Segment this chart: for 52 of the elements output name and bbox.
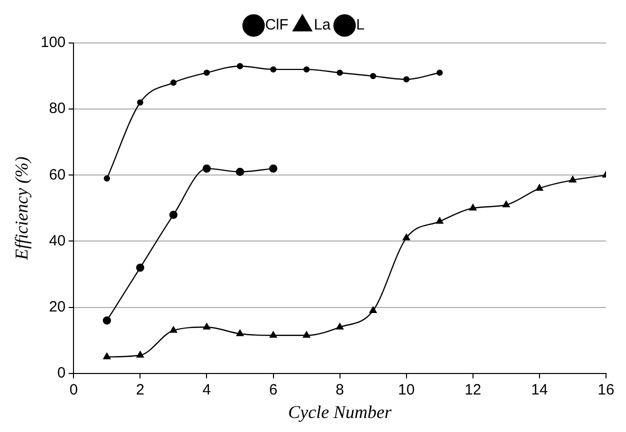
- point: [369, 306, 377, 313]
- x-axis-title: Cycle Number: [288, 402, 393, 422]
- x-tick-label: 16: [598, 382, 614, 399]
- y-tick-label: 60: [48, 166, 66, 184]
- point: [370, 72, 376, 80]
- point: [136, 351, 144, 358]
- point: [170, 326, 178, 333]
- point: [203, 323, 210, 330]
- x-tick-label: 10: [398, 382, 415, 399]
- x-tick-label: 2: [136, 382, 144, 399]
- legend-label: L: [356, 16, 364, 34]
- point: [270, 66, 276, 73]
- y-tick-label: 80: [48, 100, 66, 118]
- point: [336, 70, 343, 76]
- point: [236, 330, 244, 336]
- point: [236, 168, 244, 176]
- legend-label: ClF: [265, 16, 288, 34]
- x-tick-label: 12: [464, 382, 482, 399]
- point: [569, 176, 576, 182]
- y-axis-title: Efficiency (%): [12, 156, 32, 261]
- legend-label: La: [314, 16, 332, 34]
- point: [136, 264, 144, 272]
- point: [436, 70, 443, 76]
- point: [202, 164, 211, 173]
- x-tick-label: 6: [269, 382, 278, 399]
- point: [336, 323, 344, 330]
- point: [236, 63, 244, 70]
- y-tick-label: 40: [48, 232, 66, 250]
- point: [170, 80, 177, 86]
- point: [270, 331, 277, 338]
- point: [402, 234, 410, 240]
- x-tick-label: 0: [69, 382, 78, 399]
- point: [469, 204, 477, 211]
- x-tick-label: 14: [531, 382, 548, 399]
- point: [169, 210, 178, 219]
- point: [269, 164, 278, 173]
- point: [536, 184, 544, 191]
- x-tick-label: 8: [336, 382, 344, 399]
- point: [403, 76, 410, 82]
- point: [502, 200, 510, 208]
- y-tick-label: 20: [48, 298, 66, 316]
- y-tick-label: 0: [57, 364, 66, 382]
- point: [303, 66, 310, 73]
- point: [302, 331, 310, 338]
- point: [104, 175, 110, 182]
- y-tick-label: 100: [40, 34, 66, 52]
- x-tick-label: 4: [202, 382, 211, 399]
- point: [436, 217, 444, 224]
- point: [102, 316, 111, 325]
- point: [137, 99, 144, 106]
- point: [103, 352, 111, 360]
- point: [204, 70, 210, 76]
